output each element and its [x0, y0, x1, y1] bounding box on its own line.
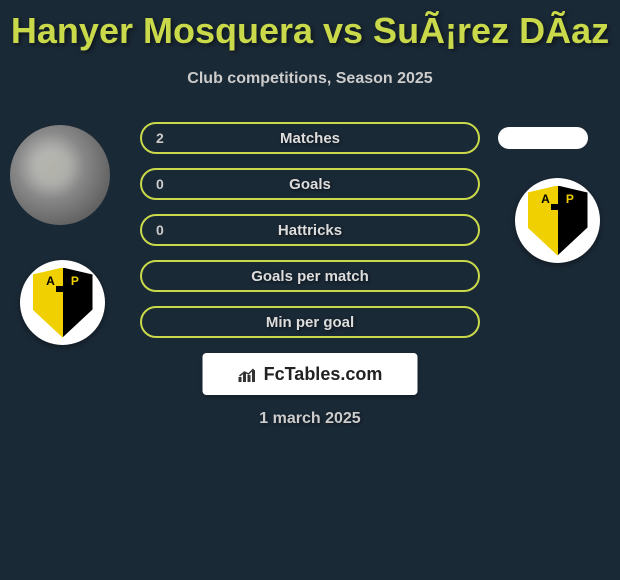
- stat-label: Goals per match: [251, 268, 369, 285]
- stat-value-left: 2: [156, 130, 164, 146]
- chart-icon: [238, 365, 258, 383]
- stat-label: Min per goal: [266, 314, 354, 331]
- shield-icon: AP: [528, 186, 588, 256]
- stat-row-min-per-goal: Min per goal: [140, 306, 480, 338]
- branding-badge[interactable]: FcTables.com: [203, 353, 418, 395]
- stat-label: Matches: [280, 130, 340, 147]
- branding-text: FcTables.com: [264, 364, 383, 385]
- stat-row-matches: 2 Matches: [140, 122, 480, 154]
- stat-value-left: 0: [156, 176, 164, 192]
- shield-icon: AP: [33, 268, 93, 338]
- stats-container: 2 Matches 0 Goals 0 Hattricks Goals per …: [140, 122, 480, 352]
- page-title: Hanyer Mosquera vs SuÃ¡rez DÃ­az: [0, 0, 620, 52]
- page-subtitle: Club competitions, Season 2025: [0, 70, 620, 88]
- player-pill-right: [498, 127, 588, 149]
- stat-row-goals-per-match: Goals per match: [140, 260, 480, 292]
- team-badge-right: AP: [515, 178, 600, 263]
- player-avatar-left: [10, 125, 110, 225]
- stat-label: Goals: [289, 176, 331, 193]
- date-text: 1 march 2025: [259, 410, 360, 428]
- stat-value-left: 0: [156, 222, 164, 238]
- stat-row-hattricks: 0 Hattricks: [140, 214, 480, 246]
- stat-label: Hattricks: [278, 222, 342, 239]
- stat-row-goals: 0 Goals: [140, 168, 480, 200]
- team-badge-left: AP: [20, 260, 105, 345]
